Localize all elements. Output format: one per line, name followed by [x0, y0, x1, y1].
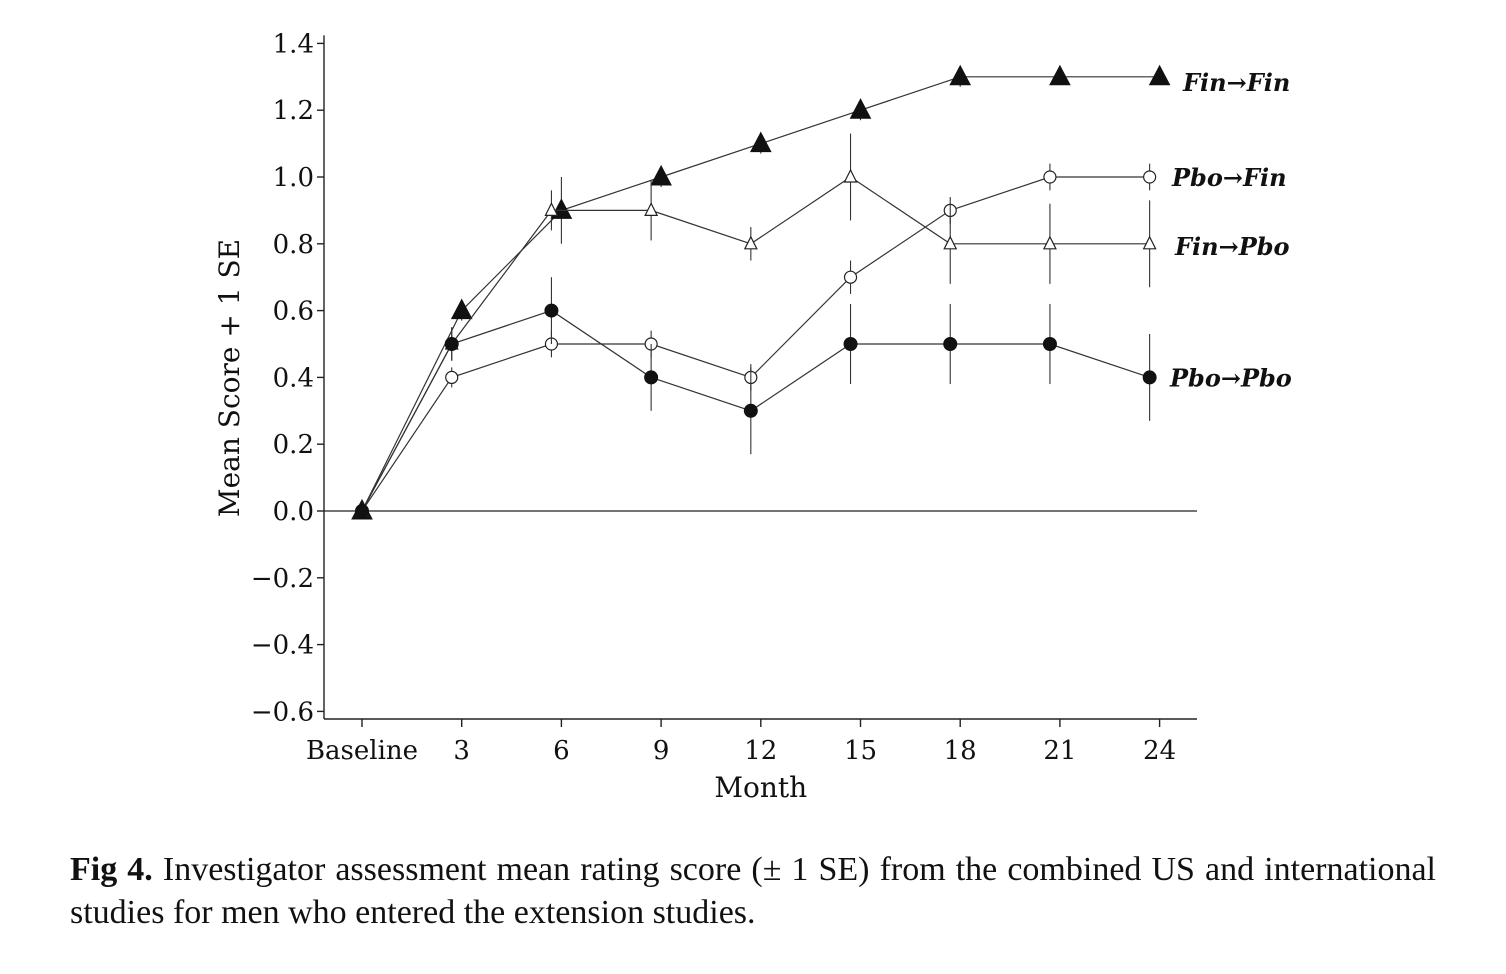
x-tick-label: 6: [553, 736, 570, 766]
axes: 1.4 1.2 1.0 0.8 0.6 0.4 0.2 0.0 −0.2 −0.4 −0.6 Base…: [251, 29, 1197, 766]
data-point: [1142, 370, 1157, 385]
data-point: [843, 270, 858, 284]
x-tick-label: 12: [744, 736, 777, 766]
series-label: Pbo→Fin: [1171, 163, 1287, 192]
x-tick-label: 18: [944, 736, 977, 766]
y-tick-label: 0.2: [273, 430, 314, 460]
data-point: [1043, 170, 1057, 184]
y-axis-title: Mean Score + 1 SE: [213, 239, 246, 517]
data-point: [843, 168, 858, 183]
data-point: [445, 370, 459, 384]
y-tick-label: 1.2: [273, 96, 314, 126]
data-point: [1142, 235, 1157, 250]
data-point: [444, 337, 459, 351]
y-tick-label: −0.4: [251, 631, 314, 661]
data-point: [544, 303, 559, 318]
data-point: [949, 64, 972, 86]
y-tick-label: −0.2: [251, 564, 314, 594]
data-point: [450, 298, 473, 320]
data-point: [644, 370, 659, 385]
x-axis-title: Month: [714, 771, 807, 804]
series-filled-circle: [355, 277, 1157, 518]
figure-caption: Fig 4. Investigator assessment mean rati…: [70, 848, 1436, 934]
x-tick-label: 21: [1043, 736, 1076, 766]
data-point: [355, 504, 369, 518]
caption-text: Investigator assessment mean rating scor…: [70, 851, 1437, 931]
data-point: [1042, 235, 1057, 250]
y-tick-label: 0.8: [273, 230, 314, 260]
series-label: Fin→Pbo: [1174, 232, 1290, 261]
series-labels: Fin→Fin Pbo→Fin Fin→Pbo Pbo→Pbo: [1169, 68, 1292, 393]
series-open-circle: [355, 163, 1157, 518]
caption-label: Fig 4.: [70, 851, 153, 888]
y-tick-label: 0.4: [273, 363, 314, 393]
data-point: [1049, 64, 1071, 86]
series-open-triangle: [355, 133, 1157, 517]
data-point: [650, 164, 672, 186]
y-tick-label: 0.6: [273, 297, 314, 327]
data-point: [849, 98, 872, 119]
series-layer: [351, 64, 1171, 520]
x-tick-label: Baseline: [306, 736, 418, 766]
data-point: [843, 337, 858, 351]
y-tick-label: 0.0: [273, 497, 314, 527]
data-point: [749, 131, 772, 153]
data-point: [743, 235, 758, 250]
data-point: [544, 202, 559, 216]
figure: 1.4 1.2 1.0 0.8 0.6 0.4 0.2 0.0 −0.2 −0.4 −0.6 Base…: [213, 29, 1292, 804]
y-tick-label: 1.0: [273, 163, 314, 193]
data-point: [644, 202, 659, 216]
series-label: Pbo→Pbo: [1169, 363, 1292, 392]
series-filled-triangle: [351, 64, 1171, 520]
x-tick-label: 9: [653, 736, 670, 766]
data-point: [1148, 64, 1171, 86]
y-tick-label: 1.4: [273, 29, 314, 59]
series-label: Fin→Fin: [1182, 68, 1290, 97]
data-point: [1042, 337, 1057, 351]
x-tick-label: 15: [844, 736, 877, 766]
data-point: [943, 235, 958, 250]
data-point: [1143, 170, 1157, 184]
x-tick-label: 3: [453, 736, 470, 766]
x-tick-label: 24: [1143, 736, 1176, 766]
data-point: [743, 403, 758, 418]
y-tick-label: −0.6: [251, 697, 314, 727]
data-point: [943, 337, 958, 351]
line-chart: 1.4 1.2 1.0 0.8 0.6 0.4 0.2 0.0 −0.2 −0.4 −0.6 Base…: [213, 29, 1292, 804]
